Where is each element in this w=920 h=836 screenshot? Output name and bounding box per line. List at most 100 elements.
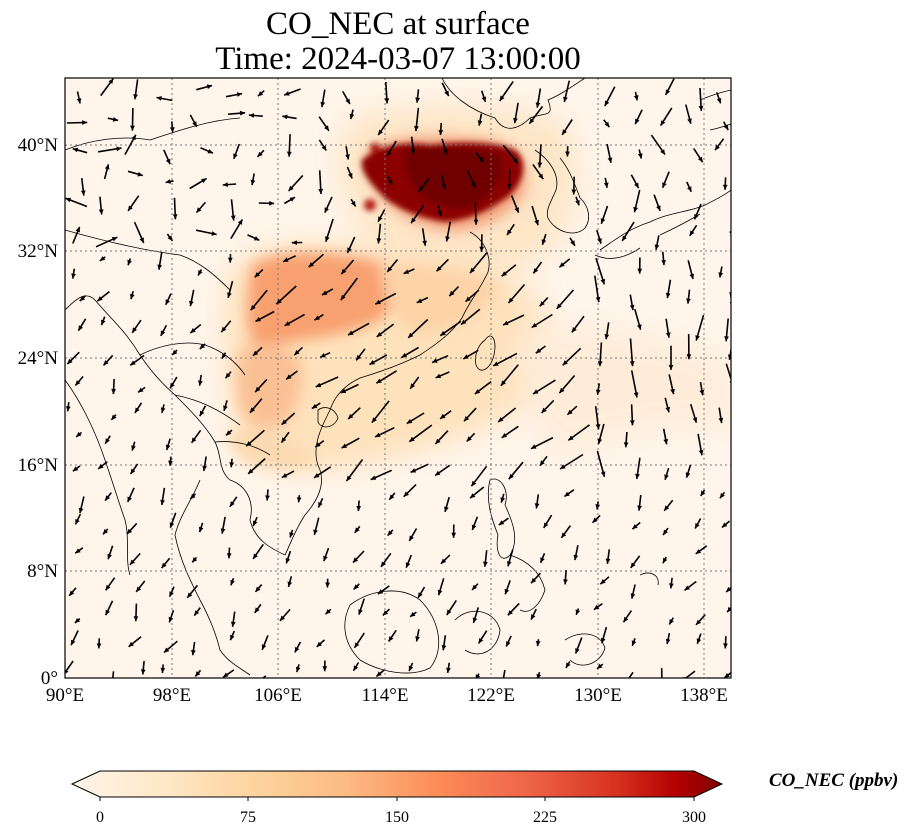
wind-arrow-head: [694, 213, 699, 220]
wind-arrow-head: [381, 561, 386, 567]
wind-arrow-head: [478, 157, 484, 163]
wind-arrow-head: [198, 270, 203, 276]
wind-arrow-head: [564, 491, 570, 497]
wind-arrow-head: [321, 145, 327, 151]
x-tick-label: 114°E: [362, 685, 409, 706]
wind-arrow-head: [130, 468, 136, 474]
map-frame: [64, 77, 732, 679]
wind-arrow-head: [294, 349, 300, 356]
wind-arrow-head: [507, 561, 512, 567]
wind-arrow-head: [286, 151, 292, 157]
wind-arrow-head: [165, 179, 171, 184]
wind-arrow-head: [250, 305, 256, 311]
wind-arrow-head: [501, 433, 508, 438]
wind-arrow-shaft: [733, 457, 734, 469]
wind-arrow-head: [375, 299, 381, 305]
wind-arrow-head: [536, 673, 542, 678]
wind-arrow-head: [437, 210, 443, 217]
wind-arrow-head: [500, 497, 505, 503]
wind-arrow-head: [475, 674, 481, 678]
y-tick-label: 40°N: [18, 135, 59, 156]
wind-arrow-head: [265, 495, 270, 501]
wind-arrow-head: [565, 151, 570, 157]
wind-arrow-head: [687, 186, 692, 192]
wind-arrow-head: [663, 439, 669, 445]
wind-arrow-head: [685, 472, 691, 478]
wind-arrow-head: [169, 522, 175, 528]
wind-arrow-head: [189, 300, 194, 307]
wind-arrow-head: [202, 465, 207, 471]
wind-arrow-head: [479, 246, 485, 252]
map-title: CO_NEC at surface: [266, 6, 530, 42]
wind-arrow-head: [311, 403, 318, 409]
wind-arrow-head: [347, 247, 352, 253]
wind-arrow-head: [507, 610, 513, 616]
wind-arrow-head: [403, 491, 409, 497]
wind-arrow-head: [130, 293, 135, 300]
wind-arrow-head: [603, 182, 609, 188]
wind-arrow-head: [294, 646, 300, 653]
colorbar-gradient: [70, 770, 724, 798]
wind-arrow-head: [353, 557, 359, 563]
wind-arrow-head: [597, 238, 602, 244]
wind-arrow-head: [98, 463, 104, 469]
wind-arrow-head: [130, 125, 135, 131]
wind-arrow-head: [387, 179, 393, 185]
wind-arrow-head: [253, 350, 259, 356]
wind-arrow-head: [191, 649, 196, 656]
wind-arrow-head: [387, 530, 393, 536]
map-subtitle-time: Time: 2024-03-07 13:00:00: [215, 41, 581, 77]
wind-arrow-head: [239, 110, 246, 116]
wind-arrow-head: [722, 522, 728, 528]
wind-arrow-head: [512, 157, 518, 164]
wind-arrow-head: [719, 492, 725, 499]
wind-arrow-head: [715, 144, 720, 151]
wind-arrow-head: [172, 349, 178, 356]
wind-arrow-head: [227, 292, 232, 298]
wind-arrow-head: [629, 361, 635, 367]
wind-arrow-head: [105, 609, 110, 616]
wind-arrow-head: [563, 579, 568, 585]
wind-arrow-head: [661, 260, 666, 266]
wind-arrow-head: [665, 638, 671, 645]
wind-arrow-head: [718, 417, 724, 424]
wind-arrow-head: [283, 257, 289, 262]
wind-arrow-head: [403, 269, 410, 274]
wind-arrow-head: [132, 327, 137, 333]
wind-arrow-head: [575, 648, 580, 654]
wind-arrow-head: [82, 120, 88, 125]
wind-arrow-head: [472, 584, 478, 590]
wind-arrow-head: [320, 353, 326, 358]
wind-arrow-head: [376, 671, 382, 677]
wind-arrow-head: [161, 562, 167, 569]
wind-arrow-head: [604, 100, 610, 106]
wind-arrow-head: [257, 151, 263, 157]
wind-arrow-head: [157, 264, 162, 270]
wind-arrow-head: [127, 528, 133, 534]
wind-arrow-head: [313, 529, 318, 535]
x-tick-label: 130°E: [574, 685, 622, 706]
wind-arrow-head: [597, 361, 603, 367]
wind-arrow-head: [295, 666, 301, 673]
x-tick-label: 106°E: [254, 685, 302, 706]
wind-arrow-head: [254, 607, 260, 613]
wind-arrow-head: [531, 444, 537, 449]
wind-arrow-head: [199, 343, 205, 349]
wind-arrow-head: [160, 407, 166, 413]
wind-arrow-head: [75, 380, 81, 386]
wind-arrow-head: [662, 557, 668, 564]
wind-arrow-head: [199, 410, 205, 417]
wind-arrow-head: [382, 610, 389, 616]
wind-arrow-head: [478, 638, 484, 644]
wind-arrow-head: [726, 586, 731, 592]
wind-arrow-head: [665, 89, 671, 95]
colorbar-label: CO_NEC (ppbv): [769, 770, 899, 791]
wind-arrow-head: [534, 503, 540, 509]
wind-arrow-head: [376, 238, 382, 244]
wind-arrow-head: [346, 475, 352, 481]
wind-arrow-head: [724, 336, 729, 342]
wind-arrow-head: [160, 667, 166, 673]
wind-arrow-head: [108, 78, 114, 84]
colorbar-tick-label: 225: [533, 809, 557, 826]
wind-arrow-head: [340, 294, 346, 301]
